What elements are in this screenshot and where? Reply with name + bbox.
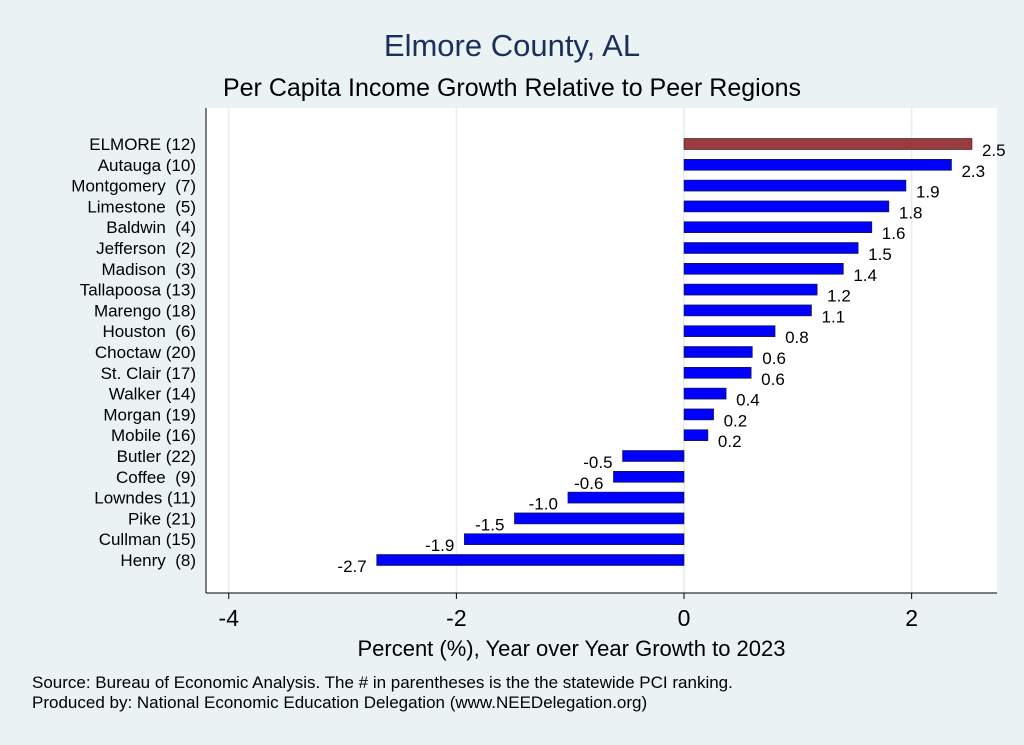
value-label: 1.2 <box>827 287 851 306</box>
bar <box>683 366 752 379</box>
category-label: Madison (3) <box>102 260 196 279</box>
value-label: 0.4 <box>736 391 760 410</box>
value-label: -0.5 <box>583 453 612 472</box>
value-label: 1.4 <box>853 266 877 285</box>
category-label: Jefferson (2) <box>96 239 196 258</box>
bar <box>683 159 952 171</box>
bar <box>683 262 844 275</box>
category-label: Coffee (9) <box>116 468 196 487</box>
bar <box>683 346 753 358</box>
bar <box>567 491 685 504</box>
category-label: Morgan (19) <box>103 405 196 424</box>
source-note: Source: Bureau of Economic Analysis. The… <box>32 673 733 692</box>
value-label: 0.6 <box>761 370 785 389</box>
bar <box>514 512 685 525</box>
value-label: 1.6 <box>882 224 906 243</box>
x-tick-label: -2 <box>446 605 466 631</box>
category-label: Marengo (18) <box>94 301 196 320</box>
value-label: 2.5 <box>982 141 1006 160</box>
value-label: 0.6 <box>762 349 786 368</box>
category-label: Choctaw (20) <box>95 343 196 362</box>
bar <box>464 533 685 546</box>
category-label: Baldwin (4) <box>106 218 196 237</box>
bar <box>683 179 907 192</box>
value-label: -1.9 <box>425 536 454 555</box>
bar <box>683 242 859 254</box>
bar <box>683 325 776 338</box>
category-label: Limestone (5) <box>87 197 196 216</box>
value-label: 0.8 <box>785 328 809 347</box>
value-label: 1.1 <box>821 307 845 326</box>
category-label: Autauga (10) <box>98 156 196 175</box>
category-label: Cullman (15) <box>99 530 196 549</box>
category-label: Mobile (16) <box>111 426 196 445</box>
value-label: -1.5 <box>475 515 504 534</box>
bar <box>622 450 685 462</box>
bar <box>683 304 812 317</box>
category-label: Pike (21) <box>128 509 196 528</box>
value-label: -0.6 <box>574 474 603 493</box>
bar <box>683 408 714 421</box>
category-label: ELMORE (12) <box>89 135 196 154</box>
x-axis-title: Percent (%), Year over Year Growth to 20… <box>357 636 785 661</box>
category-label: Montgomery (7) <box>71 177 196 196</box>
value-label: 0.2 <box>724 411 748 430</box>
value-label: -2.7 <box>337 557 366 576</box>
chart-subtitle: Per Capita Income Growth Relative to Pee… <box>222 74 802 102</box>
x-tick-label: -4 <box>219 605 240 631</box>
category-label: Butler (22) <box>117 447 196 466</box>
bar <box>613 470 685 483</box>
value-label: -1.0 <box>529 495 558 514</box>
value-label: 1.8 <box>899 203 923 222</box>
category-label: Tallapoosa (13) <box>80 281 196 300</box>
bar <box>683 283 818 296</box>
bar <box>376 554 685 566</box>
category-label: Houston (6) <box>102 322 196 341</box>
bar <box>683 138 973 150</box>
bar <box>683 221 873 233</box>
value-label: 0.2 <box>718 432 742 451</box>
x-tick-label: 2 <box>905 605 918 631</box>
bar <box>683 200 890 213</box>
value-label: 1.9 <box>916 183 940 202</box>
x-tick-label: 0 <box>678 605 691 631</box>
category-label: Walker (14) <box>109 385 196 404</box>
category-label: Lowndes (11) <box>94 489 196 508</box>
category-label: Henry (8) <box>120 551 196 570</box>
bar <box>683 429 709 442</box>
bar <box>683 387 727 400</box>
chart-title: Elmore County, AL <box>383 28 641 63</box>
value-label: 1.5 <box>868 245 892 264</box>
value-label: 2.3 <box>961 162 985 181</box>
produced-by-note: Produced by: National Economic Education… <box>32 693 648 712</box>
category-label: St. Clair (17) <box>101 364 196 383</box>
